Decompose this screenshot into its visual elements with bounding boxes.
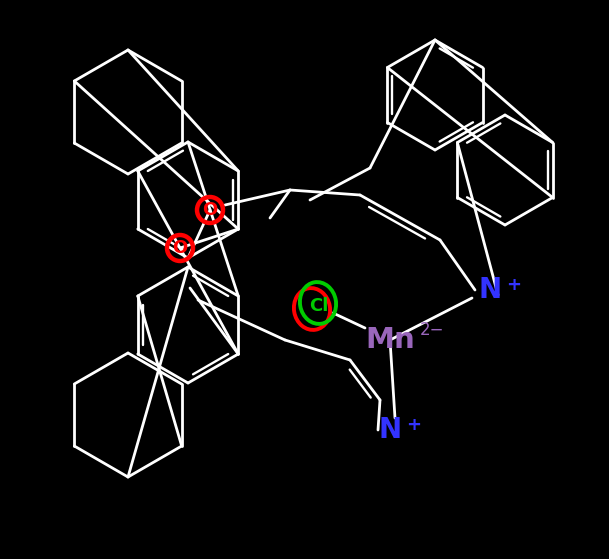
Text: +: + xyxy=(406,416,421,434)
Text: +: + xyxy=(506,276,521,294)
Text: O: O xyxy=(172,239,188,257)
Text: O: O xyxy=(202,201,217,219)
Text: Cl: Cl xyxy=(309,297,329,315)
Text: N: N xyxy=(378,416,401,444)
Text: 2−: 2− xyxy=(420,321,445,339)
Text: Mn: Mn xyxy=(365,326,415,354)
Text: N: N xyxy=(479,276,502,304)
